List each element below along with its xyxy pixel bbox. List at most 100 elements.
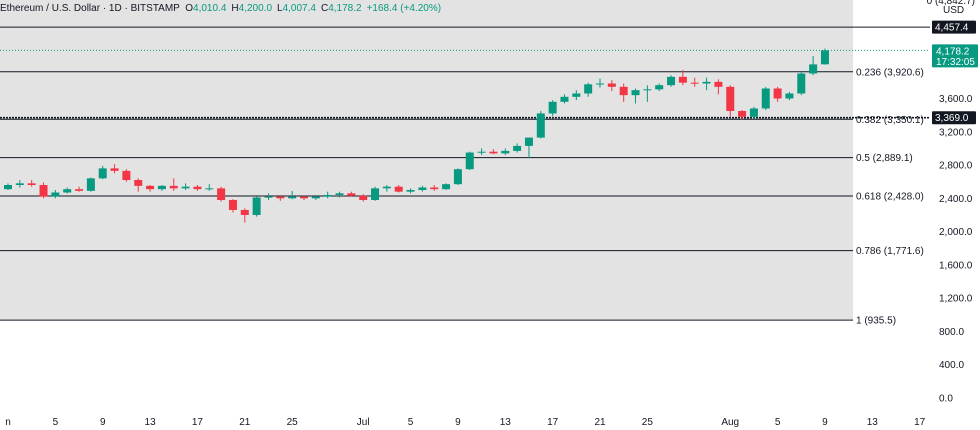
candle-55[interactable]	[655, 83, 664, 91]
candle-22[interactable]	[264, 193, 273, 200]
candle-18[interactable]	[217, 186, 226, 202]
candle-21[interactable]	[252, 196, 261, 217]
candle-58[interactable]	[690, 77, 699, 87]
time-axis[interactable]: n 5 9 13 17 21 25 Jul 5 9 13 17 21 25 Aug 5 9 13 17	[5, 417, 925, 428]
candle-1[interactable]	[15, 180, 24, 188]
candle-25[interactable]	[300, 195, 308, 200]
candle-body	[311, 196, 320, 199]
candle-57[interactable]	[678, 70, 687, 86]
candle-17[interactable]	[205, 184, 214, 191]
candle-39[interactable]	[465, 151, 474, 171]
candle-27[interactable]	[323, 191, 332, 199]
candle-19[interactable]	[228, 199, 237, 213]
time-tick-label: 25	[642, 417, 654, 428]
candle-37[interactable]	[442, 183, 451, 190]
candle-38[interactable]	[453, 168, 462, 186]
time-tick-label: 21	[594, 417, 606, 428]
candle-35[interactable]	[418, 185, 427, 192]
candle-66[interactable]	[785, 91, 794, 101]
candle-63[interactable]	[749, 106, 758, 119]
candle-47[interactable]	[560, 94, 569, 104]
candle-65[interactable]	[773, 86, 782, 102]
candle-69[interactable]	[820, 48, 829, 65]
low-value: 4,007.4	[282, 3, 316, 14]
price-tick-label: 1,600.0	[939, 260, 973, 271]
candle-59[interactable]	[702, 77, 711, 91]
candle-10[interactable]	[122, 169, 131, 182]
candle-20[interactable]	[240, 208, 249, 223]
candle-body	[501, 150, 510, 154]
candle-6[interactable]	[75, 186, 84, 192]
candle-11[interactable]	[134, 178, 143, 192]
candle-61[interactable]	[726, 85, 735, 117]
candle-body	[797, 73, 806, 94]
candle-52[interactable]	[619, 83, 628, 102]
price-tick-label: 1,200.0	[939, 294, 973, 305]
candle-44[interactable]	[524, 137, 533, 159]
candlesticks[interactable]	[4, 48, 829, 223]
candle-42[interactable]	[501, 148, 510, 156]
candle-36[interactable]	[430, 185, 439, 191]
time-tick-label: 21	[239, 417, 251, 428]
candle-16[interactable]	[193, 185, 202, 191]
candle-51[interactable]	[607, 80, 616, 91]
candle-45[interactable]	[536, 110, 545, 139]
candle-62[interactable]	[738, 110, 747, 120]
candle-32[interactable]	[382, 185, 391, 192]
candle-56[interactable]	[667, 75, 676, 87]
candle-41[interactable]	[489, 149, 498, 155]
time-tick-label: 9	[822, 417, 828, 428]
candle-60[interactable]	[714, 79, 723, 95]
high-label: H	[231, 3, 239, 14]
time-tick-label: 5	[408, 417, 414, 428]
currency-label[interactable]: USD	[943, 5, 965, 16]
candle-12[interactable]	[146, 185, 155, 192]
time-tick-label: 5	[53, 417, 59, 428]
candle-64[interactable]	[761, 86, 770, 111]
candle-body	[146, 185, 155, 190]
symbol-title[interactable]: Ethereum / U.S. Dollar · 1D · BITSTAMP	[0, 3, 180, 14]
fibonacci-levels[interactable]: 0.236 (3,920.6) 0.382 (3,350.1) 0.5 (2,889…	[0, 67, 924, 327]
chart-legend: Ethereum / U.S. Dollar · 1D · BITSTAMP O…	[0, 3, 446, 17]
candle-body	[228, 199, 237, 210]
candle-13[interactable]	[157, 185, 166, 191]
horizontal-lines[interactable]	[0, 26, 930, 119]
candle-50[interactable]	[596, 78, 604, 88]
candle-68[interactable]	[809, 56, 818, 76]
candle-40[interactable]	[477, 148, 486, 156]
candle-0[interactable]	[4, 183, 12, 190]
candle-28[interactable]	[335, 191, 344, 198]
candle-body	[157, 185, 166, 190]
candle-53[interactable]	[631, 88, 640, 104]
fibonacci-retracement-fill	[0, 0, 853, 321]
candle-33[interactable]	[394, 185, 403, 193]
candle-5[interactable]	[63, 187, 72, 194]
price-tick-label: 2,800.0	[939, 161, 973, 172]
candle-26[interactable]	[311, 194, 320, 200]
candle-8[interactable]	[98, 165, 107, 180]
candle-body	[382, 186, 391, 189]
candle-24[interactable]	[288, 190, 297, 200]
candle-14[interactable]	[169, 178, 178, 191]
candle-67[interactable]	[797, 71, 806, 96]
candle-body	[240, 209, 249, 215]
candle-46[interactable]	[548, 100, 557, 116]
candle-48[interactable]	[572, 90, 581, 101]
candle-34[interactable]	[406, 188, 415, 194]
candle-30[interactable]	[359, 194, 368, 202]
candle-54[interactable]	[643, 85, 652, 102]
candle-2[interactable]	[27, 180, 36, 187]
candle-3[interactable]	[39, 182, 48, 199]
price-axis[interactable]: 0 (4,842.7) 0.0 400.0 800.0 1,200.0 1,600.0 2,…	[927, 0, 980, 430]
candle-4[interactable]	[51, 190, 60, 199]
candle-31[interactable]	[371, 186, 380, 201]
candle-7[interactable]	[86, 177, 95, 192]
candle-43[interactable]	[513, 143, 522, 153]
candle-15[interactable]	[181, 183, 190, 190]
candle-23[interactable]	[276, 194, 285, 201]
candle-9[interactable]	[110, 164, 119, 174]
fib-label-0.236: 0.236 (3,920.6)	[856, 67, 924, 78]
candle-49[interactable]	[584, 82, 593, 97]
candle-29[interactable]	[347, 191, 356, 197]
